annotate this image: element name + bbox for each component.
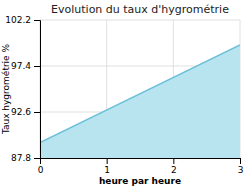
tick-mark xyxy=(34,20,40,21)
x-axis-title: heure par heure xyxy=(99,176,181,186)
tick: 1 xyxy=(104,158,110,175)
tick-label: 97.4 xyxy=(11,61,31,71)
title: Evolution du taux d'hygrométrie xyxy=(51,3,229,16)
tick: 87.8 xyxy=(11,153,40,163)
tick: 0 xyxy=(38,158,44,175)
tick-mark xyxy=(240,158,241,164)
y-axis-title: Taux hygrométrie % xyxy=(1,43,11,135)
chart: 0 1 2 3 87.8 92.6 97.4 102.2 Evolution du taux d… xyxy=(0,0,250,188)
tick: 92.6 xyxy=(11,107,40,117)
axis-line xyxy=(41,159,241,165)
tick: 3 xyxy=(238,158,244,175)
grid xyxy=(40,20,240,158)
tick-mark xyxy=(107,158,108,164)
tick-label: 2 xyxy=(171,165,177,175)
axis-line xyxy=(34,21,41,159)
tick-label: 92.6 xyxy=(11,107,31,117)
tick: 102.2 xyxy=(5,15,40,25)
area xyxy=(40,45,240,158)
line xyxy=(40,45,240,143)
tick: 97.4 xyxy=(11,61,40,71)
tick-label: 87.8 xyxy=(11,153,31,163)
tick-mark xyxy=(173,158,174,164)
tick: 2 xyxy=(171,158,177,175)
tick-label: 102.2 xyxy=(5,15,31,25)
grid-line xyxy=(40,20,240,21)
tick-mark xyxy=(34,112,40,113)
tick-label: 1 xyxy=(104,165,110,175)
x-axis: 0 1 2 3 xyxy=(38,158,244,175)
tick-label: 0 xyxy=(38,165,44,175)
tick-mark xyxy=(34,66,40,67)
marks xyxy=(40,45,240,158)
plot: 0 1 2 3 87.8 92.6 97.4 102.2 xyxy=(5,15,243,175)
tick-mark xyxy=(34,158,40,159)
tick-label: 3 xyxy=(238,165,244,175)
